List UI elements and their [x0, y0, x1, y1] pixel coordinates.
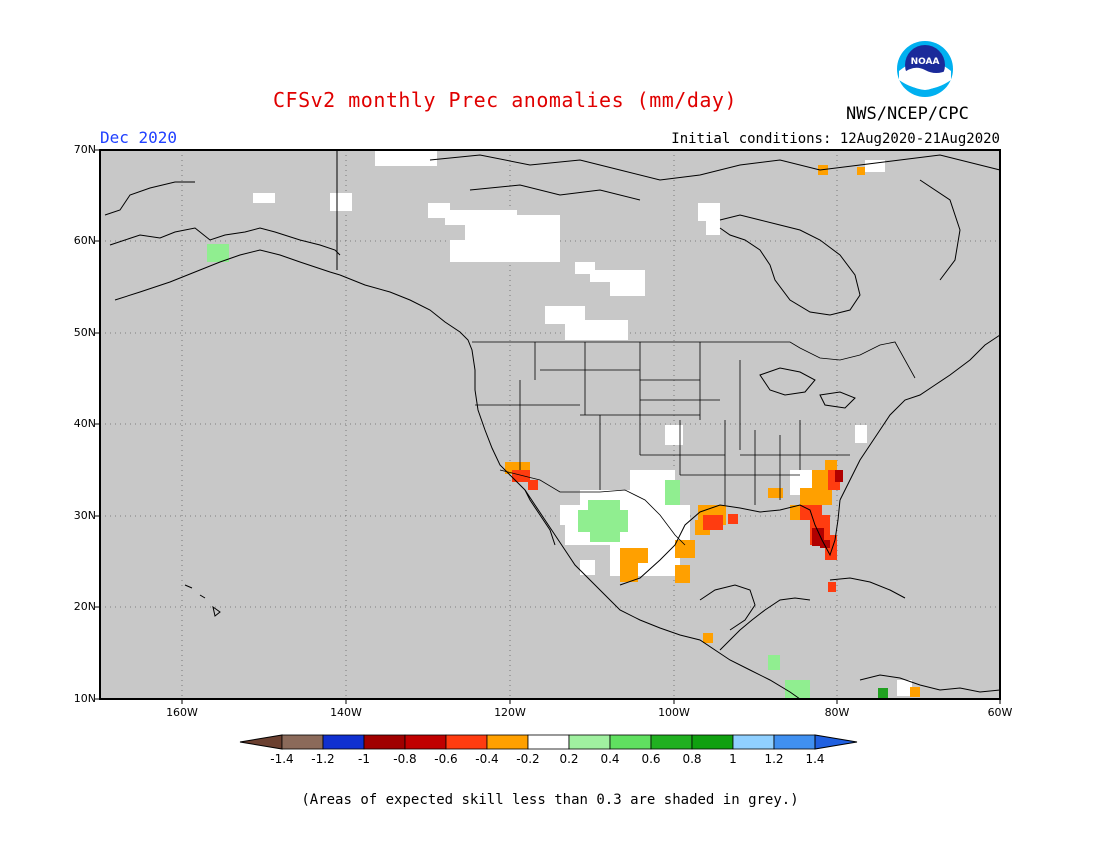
- anomaly-dark-red: [812, 470, 843, 548]
- lat-label-10n: 10N: [73, 692, 96, 705]
- colorbar-swatch: [486, 734, 529, 750]
- colorbar-swatch: [773, 734, 816, 750]
- initial-conditions: Initial conditions: 12Aug2020-21Aug2020: [671, 131, 1000, 147]
- graticule: [100, 150, 1000, 699]
- colorbar-tick-label: -0.4: [475, 752, 499, 766]
- agency-label: NWS/NCEP/CPC: [846, 104, 969, 124]
- lon-label-160w: 160W: [166, 706, 198, 719]
- colorbar-tick-label: -0.8: [393, 752, 417, 766]
- colorbar-swatch: [691, 734, 734, 750]
- colorbar-swatch: [281, 734, 324, 750]
- lon-label-100w: 100W: [658, 706, 690, 719]
- svg-text:NOAA: NOAA: [911, 57, 940, 67]
- lat-label-40n: 40N: [73, 417, 96, 430]
- colorbar-tick-label: -1: [358, 752, 370, 766]
- colorbar-tick-label: 1.4: [805, 752, 825, 766]
- colorbar-tick-label: 0.4: [600, 752, 620, 766]
- colorbar-tick-label: 0.2: [559, 752, 579, 766]
- anomaly-green: [878, 688, 888, 698]
- colorbar-tick-label: -1.4: [270, 752, 294, 766]
- colorbar-swatch: [363, 734, 406, 750]
- lat-label-50n: 50N: [73, 326, 96, 339]
- lon-label-80w: 80W: [824, 706, 850, 719]
- colorbar-tick-label: -0.2: [516, 752, 540, 766]
- colorbar-tick-label: 0.8: [682, 752, 702, 766]
- coastlines: [104, 150, 1001, 700]
- colorbar-swatch: [568, 734, 611, 750]
- colorbar-swatch: [445, 734, 488, 750]
- colorbar-swatch: [732, 734, 775, 750]
- lon-label-120w: 120W: [494, 706, 526, 719]
- colorbar-swatch: [609, 734, 652, 750]
- anomaly-light-green: [207, 244, 810, 699]
- tick-marks: [95, 149, 1001, 704]
- colorbar-tick-label: 1: [729, 752, 737, 766]
- lon-label-60w: 60W: [987, 706, 1013, 719]
- noaa-logo: NOAA: [897, 41, 953, 97]
- colorbar-swatch: [650, 734, 693, 750]
- lat-label-30n: 30N: [73, 509, 96, 522]
- lon-label-140w: 140W: [330, 706, 362, 719]
- forecast-month: Dec 2020: [100, 128, 178, 147]
- colorbar-tick-label: -0.6: [434, 752, 458, 766]
- skill-footnote: (Areas of expected skill less than 0.3 a…: [301, 792, 799, 808]
- colorbar-arrow-low: [239, 734, 283, 750]
- colorbar-swatch: [322, 734, 365, 750]
- colorbar-swatches: [239, 734, 858, 750]
- colorbar-swatch: [404, 734, 447, 750]
- map-title: CFSv2 monthly Prec anomalies (mm/day): [272, 88, 738, 112]
- lat-label-70n: 70N: [73, 143, 96, 156]
- lat-label-60n: 60N: [73, 234, 96, 247]
- lat-label-20n: 20N: [73, 600, 96, 613]
- colorbar-tick-label: -1.2: [311, 752, 335, 766]
- colorbar-tick-label: 1.2: [764, 752, 784, 766]
- colorbar-tick-label: 0.6: [641, 752, 661, 766]
- colorbar-swatch: [527, 734, 570, 750]
- borders: [472, 341, 916, 546]
- colorbar-arrow-high: [814, 734, 858, 750]
